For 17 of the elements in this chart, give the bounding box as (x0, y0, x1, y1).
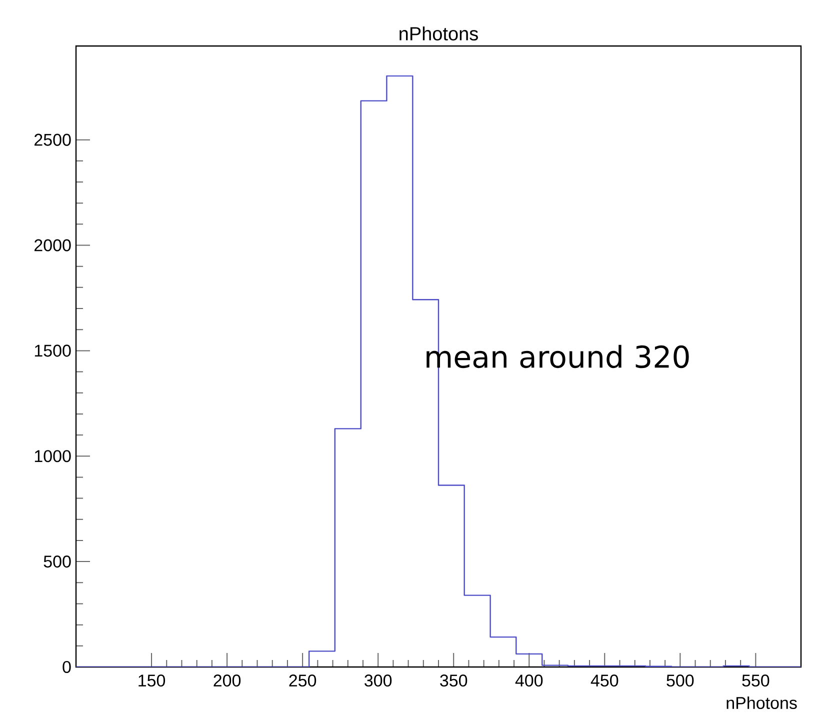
y-tick-label: 1000 (34, 450, 71, 462)
x-tick-label: 450 (590, 674, 618, 687)
y-tick-label: 2500 (34, 134, 71, 146)
x-tick-label: 350 (440, 674, 468, 687)
x-tick-label: 400 (515, 674, 543, 687)
y-tick-label: 500 (44, 556, 71, 568)
y-tick-label: 0 (62, 660, 71, 674)
x-axis-title: nPhotons (726, 696, 797, 710)
x-tick-label: 150 (138, 674, 166, 687)
x-tick-label: 500 (666, 674, 694, 687)
x-tick-label: 550 (742, 674, 770, 687)
y-tick-label: 2000 (34, 239, 71, 252)
x-tick-label: 300 (364, 674, 392, 687)
y-tick-label: 1500 (34, 344, 71, 357)
chart-title: nPhotons (400, 26, 478, 40)
x-tick-label: 250 (289, 674, 316, 687)
x-tick-label: 200 (214, 674, 241, 687)
